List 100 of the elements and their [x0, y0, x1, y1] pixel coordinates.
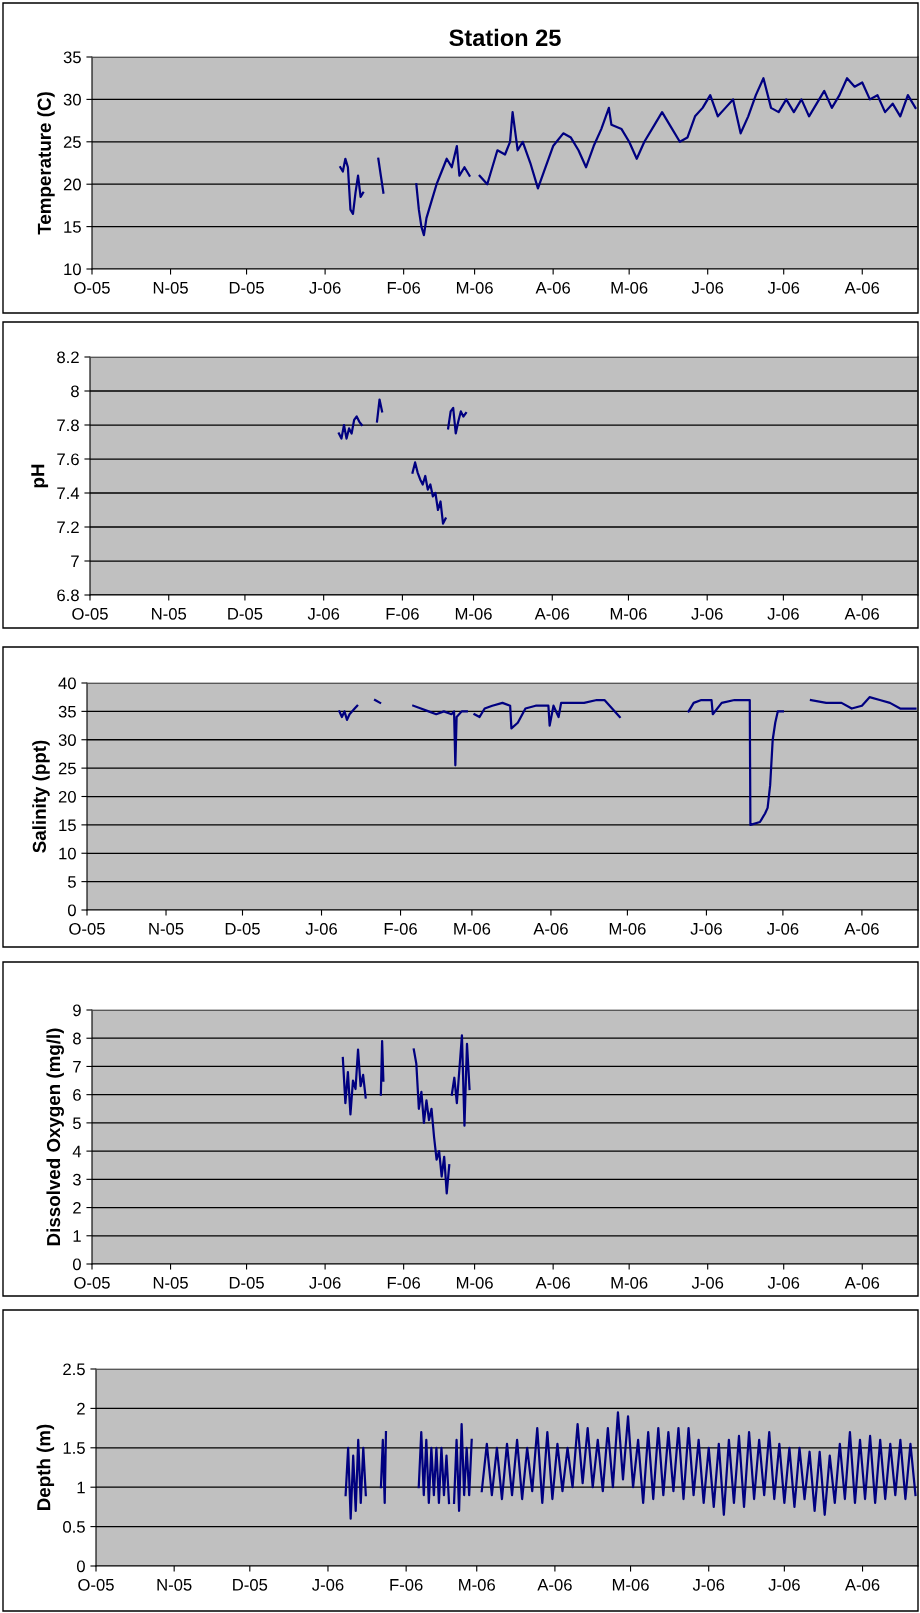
x-tick-label: J-06	[767, 1276, 800, 1289]
x-tick-label: N-05	[157, 1578, 192, 1591]
x-tick-label: O-05	[78, 1578, 114, 1591]
y-tick-label: 30	[63, 93, 81, 106]
y-tick-label: 7.8	[57, 419, 79, 432]
y-tick-label: 20	[58, 790, 76, 803]
x-tick-label: F-06	[387, 281, 421, 294]
x-tick-label: J-06	[312, 1578, 344, 1591]
y-tick-label: 20	[63, 178, 81, 191]
y-tick-label: 0	[72, 1258, 81, 1271]
x-tick-label: O-05	[74, 281, 110, 294]
y-tick-label: 7	[71, 555, 79, 568]
x-tick-label: A-06	[844, 281, 880, 294]
x-tick-label: J-06	[691, 281, 724, 294]
y-tick-label: 8	[71, 385, 79, 398]
x-tick-label: F-06	[384, 922, 417, 935]
y-tick-label: 15	[64, 221, 81, 233]
y-tick-label: 4	[72, 1145, 82, 1158]
x-tick-label: J-06	[766, 922, 799, 935]
x-tick-label: M-06	[609, 922, 646, 935]
x-tick-label: J-06	[767, 281, 800, 294]
x-tick-label: A-06	[534, 607, 570, 620]
x-tick-label: D-05	[229, 1276, 264, 1289]
y-tick-label: 7.4	[57, 487, 80, 500]
x-tick-label: J-06	[309, 1276, 341, 1289]
y-tick-label: 0	[67, 904, 76, 917]
x-tick-label: J-06	[690, 922, 722, 935]
x-tick-label: J-06	[691, 1276, 724, 1289]
x-tick-label: N-05	[149, 922, 184, 935]
x-tick-label: N-05	[153, 281, 188, 294]
y-tick-label: 8.2	[57, 351, 79, 364]
x-tick-label: M-06	[456, 1276, 493, 1289]
y-tick-label: 0	[76, 1560, 85, 1573]
x-tick-label: N-05	[152, 607, 187, 620]
y-tick-label: 5	[67, 876, 76, 888]
x-tick-label: D-05	[233, 1578, 268, 1591]
y-tick-label: 1	[73, 1230, 81, 1242]
y-tick-label: 3	[72, 1173, 81, 1186]
y-tick-label: 2	[73, 1201, 81, 1214]
x-tick-label: M-06	[611, 1276, 648, 1289]
y-tick-label: 6.8	[57, 589, 79, 602]
y-axis-title: Temperature (C)	[37, 92, 55, 235]
y-axis-title: pH	[31, 464, 49, 488]
y-tick-label: 1.5	[63, 1442, 85, 1454]
x-tick-label: A-06	[844, 607, 879, 620]
y-tick-label: 5	[72, 1117, 81, 1130]
x-tick-label: O-05	[72, 607, 108, 620]
x-tick-label: M-06	[459, 1578, 495, 1591]
x-tick-label: D-05	[229, 281, 264, 294]
x-tick-label: J-06	[309, 281, 341, 294]
y-tick-label: 7	[73, 1061, 81, 1073]
chart-title: Station 25	[449, 28, 561, 47]
y-tick-label: 35	[58, 705, 76, 718]
x-tick-label: F-06	[387, 1276, 421, 1289]
x-tick-label: O-05	[69, 922, 105, 935]
y-tick-label: 35	[63, 51, 81, 64]
x-tick-label: J-06	[767, 607, 799, 620]
y-tick-label: 2	[77, 1402, 85, 1415]
x-tick-label: A-06	[844, 922, 879, 935]
x-tick-label: D-05	[228, 607, 263, 620]
x-tick-label: N-05	[153, 1276, 188, 1289]
y-tick-label: 15	[59, 819, 76, 832]
y-tick-label: 7.2	[57, 521, 79, 534]
y-axis-title: Salinity (ppt)	[32, 740, 50, 853]
y-tick-label: 10	[64, 263, 81, 276]
x-tick-label: J-06	[768, 1578, 800, 1591]
y-tick-label: 40	[58, 677, 76, 690]
y-tick-label: 9	[73, 1004, 81, 1017]
x-tick-label: J-06	[307, 607, 340, 620]
y-tick-label: 25	[58, 762, 76, 775]
x-tick-label: A-06	[844, 1276, 880, 1289]
y-axis-title: Depth (m)	[36, 1424, 55, 1510]
x-tick-label: J-06	[691, 607, 723, 620]
x-tick-label: A-06	[844, 1578, 880, 1591]
x-tick-label: A-06	[537, 1578, 572, 1591]
x-tick-label: M-06	[610, 607, 647, 620]
x-tick-label: M-06	[612, 1578, 649, 1591]
y-tick-label: 2.5	[63, 1363, 85, 1376]
x-tick-label: A-06	[535, 1276, 571, 1289]
y-tick-label: 6	[73, 1089, 81, 1101]
x-tick-label: M-06	[454, 922, 491, 935]
x-tick-label: A-06	[535, 281, 571, 294]
x-tick-label: M-06	[611, 281, 648, 294]
y-tick-label: 8	[73, 1032, 81, 1045]
x-tick-label: A-06	[533, 922, 568, 935]
y-tick-label: 7.6	[57, 453, 79, 466]
x-tick-label: O-05	[74, 1276, 110, 1289]
x-tick-label: J-06	[692, 1578, 725, 1591]
y-tick-label: 1	[77, 1481, 85, 1494]
x-tick-label: D-05	[225, 922, 260, 935]
y-tick-label: 30	[58, 734, 76, 746]
y-tick-label: 25	[63, 136, 81, 148]
x-tick-label: F-06	[386, 607, 419, 620]
y-tick-label: 0.5	[63, 1521, 85, 1533]
y-axis-title: Dissolved Oxygen (mg/l)	[46, 1028, 64, 1246]
x-tick-label: M-06	[456, 281, 493, 294]
y-tick-label: 10	[59, 847, 76, 860]
x-tick-label: F-06	[390, 1578, 423, 1591]
x-tick-label: J-06	[305, 922, 337, 935]
x-tick-label: M-06	[455, 607, 492, 620]
